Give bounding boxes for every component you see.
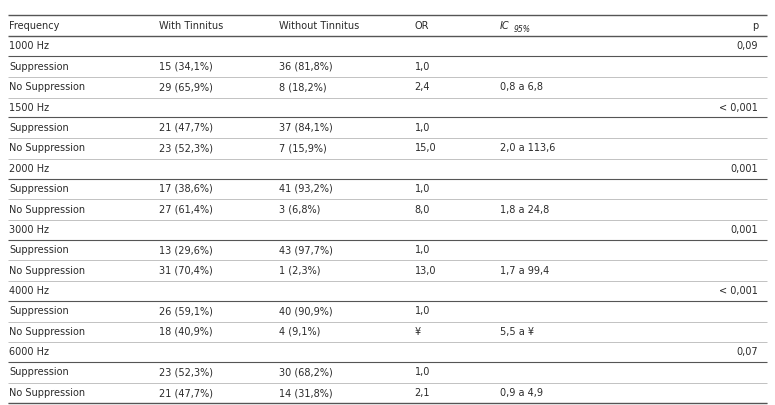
Text: 18 (40,9%): 18 (40,9%) [159, 327, 212, 337]
Text: 8 (18,2%): 8 (18,2%) [279, 82, 326, 92]
Text: 1 (2,3%): 1 (2,3%) [279, 266, 321, 276]
Text: 95%: 95% [514, 25, 531, 34]
Text: 21 (47,7%): 21 (47,7%) [159, 388, 213, 398]
Text: 15,0: 15,0 [415, 143, 436, 153]
Text: No Suppression: No Suppression [9, 205, 85, 215]
Text: Without Tinnitus: Without Tinnitus [279, 21, 360, 31]
Text: 2,4: 2,4 [415, 82, 430, 92]
Text: 21 (47,7%): 21 (47,7%) [159, 123, 213, 133]
Text: Suppression: Suppression [9, 245, 69, 255]
Text: 1,0: 1,0 [415, 245, 430, 255]
Text: 2000 Hz: 2000 Hz [9, 164, 50, 174]
Text: 43 (97,7%): 43 (97,7%) [279, 245, 333, 255]
Text: 26 (59,1%): 26 (59,1%) [159, 306, 213, 316]
Text: 1,7 a 99,4: 1,7 a 99,4 [500, 266, 549, 276]
Text: Suppression: Suppression [9, 123, 69, 133]
Text: 2,1: 2,1 [415, 388, 430, 398]
Text: 3000 Hz: 3000 Hz [9, 225, 50, 235]
Text: 15 (34,1%): 15 (34,1%) [159, 62, 212, 72]
Text: Suppression: Suppression [9, 306, 69, 316]
Text: 40 (90,9%): 40 (90,9%) [279, 306, 332, 316]
Text: 29 (65,9%): 29 (65,9%) [159, 82, 213, 92]
Text: 23 (52,3%): 23 (52,3%) [159, 367, 213, 377]
Text: 4 (9,1%): 4 (9,1%) [279, 327, 320, 337]
Text: 7 (15,9%): 7 (15,9%) [279, 143, 327, 153]
Text: 1000 Hz: 1000 Hz [9, 41, 50, 51]
Text: 1,0: 1,0 [415, 306, 430, 316]
Text: 27 (61,4%): 27 (61,4%) [159, 205, 213, 215]
Text: Suppression: Suppression [9, 62, 69, 72]
Text: p: p [752, 21, 758, 31]
Text: No Suppression: No Suppression [9, 143, 85, 153]
Text: 23 (52,3%): 23 (52,3%) [159, 143, 213, 153]
Text: 37 (84,1%): 37 (84,1%) [279, 123, 332, 133]
Text: 5,5 a ¥: 5,5 a ¥ [500, 327, 534, 337]
Text: 31 (70,4%): 31 (70,4%) [159, 266, 212, 276]
Text: < 0,001: < 0,001 [719, 286, 758, 296]
Text: 14 (31,8%): 14 (31,8%) [279, 388, 332, 398]
Text: IC: IC [500, 21, 509, 31]
Text: OR: OR [415, 21, 429, 31]
Text: No Suppression: No Suppression [9, 266, 85, 276]
Text: 3 (6,8%): 3 (6,8%) [279, 205, 320, 215]
Text: 1,8 a 24,8: 1,8 a 24,8 [500, 205, 549, 215]
Text: < 0,001: < 0,001 [719, 102, 758, 113]
Text: 1,0: 1,0 [415, 367, 430, 377]
Text: 41 (93,2%): 41 (93,2%) [279, 184, 332, 194]
Text: 2,0 a 113,6: 2,0 a 113,6 [500, 143, 555, 153]
Text: 0,07: 0,07 [736, 347, 758, 357]
Text: 1,0: 1,0 [415, 62, 430, 72]
Text: 0,001: 0,001 [730, 225, 758, 235]
Text: 0,9 a 4,9: 0,9 a 4,9 [500, 388, 542, 398]
Text: 1500 Hz: 1500 Hz [9, 102, 50, 113]
Text: 0,001: 0,001 [730, 164, 758, 174]
Text: 6000 Hz: 6000 Hz [9, 347, 50, 357]
Text: ¥: ¥ [415, 327, 421, 337]
Text: 30 (68,2%): 30 (68,2%) [279, 367, 332, 377]
Text: Suppression: Suppression [9, 184, 69, 194]
Text: No Suppression: No Suppression [9, 388, 85, 398]
Text: With Tinnitus: With Tinnitus [159, 21, 223, 31]
Text: Frequency: Frequency [9, 21, 60, 31]
Text: Suppression: Suppression [9, 367, 69, 377]
Text: 0,8 a 6,8: 0,8 a 6,8 [500, 82, 542, 92]
Text: 13,0: 13,0 [415, 266, 436, 276]
Text: 1,0: 1,0 [415, 123, 430, 133]
Text: 8,0: 8,0 [415, 205, 430, 215]
Text: 0,09: 0,09 [736, 41, 758, 51]
Text: 36 (81,8%): 36 (81,8%) [279, 62, 332, 72]
Text: 17 (38,6%): 17 (38,6%) [159, 184, 212, 194]
Text: 1,0: 1,0 [415, 184, 430, 194]
Text: No Suppression: No Suppression [9, 327, 85, 337]
Text: No Suppression: No Suppression [9, 82, 85, 92]
Text: 4000 Hz: 4000 Hz [9, 286, 50, 296]
Text: 13 (29,6%): 13 (29,6%) [159, 245, 212, 255]
